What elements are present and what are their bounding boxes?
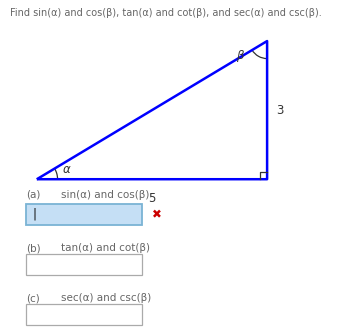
Text: (a): (a)	[26, 190, 41, 200]
Text: ✖: ✖	[152, 208, 162, 221]
Text: α: α	[62, 164, 70, 176]
Text: 3: 3	[276, 104, 284, 117]
Text: (c): (c)	[26, 293, 40, 303]
Text: sin(α) and cos(β): sin(α) and cos(β)	[61, 190, 150, 200]
Text: 5: 5	[148, 192, 156, 205]
Text: |: |	[33, 208, 36, 221]
Text: tan(α) and cot(β): tan(α) and cot(β)	[61, 243, 150, 253]
Text: β: β	[236, 49, 243, 62]
Text: (b): (b)	[26, 243, 41, 253]
Text: Find sin(α) and cos(β), tan(α) and cot(β), and sec(α) and csc(β).: Find sin(α) and cos(β), tan(α) and cot(β…	[10, 8, 322, 18]
Text: sec(α) and csc(β): sec(α) and csc(β)	[61, 293, 152, 303]
